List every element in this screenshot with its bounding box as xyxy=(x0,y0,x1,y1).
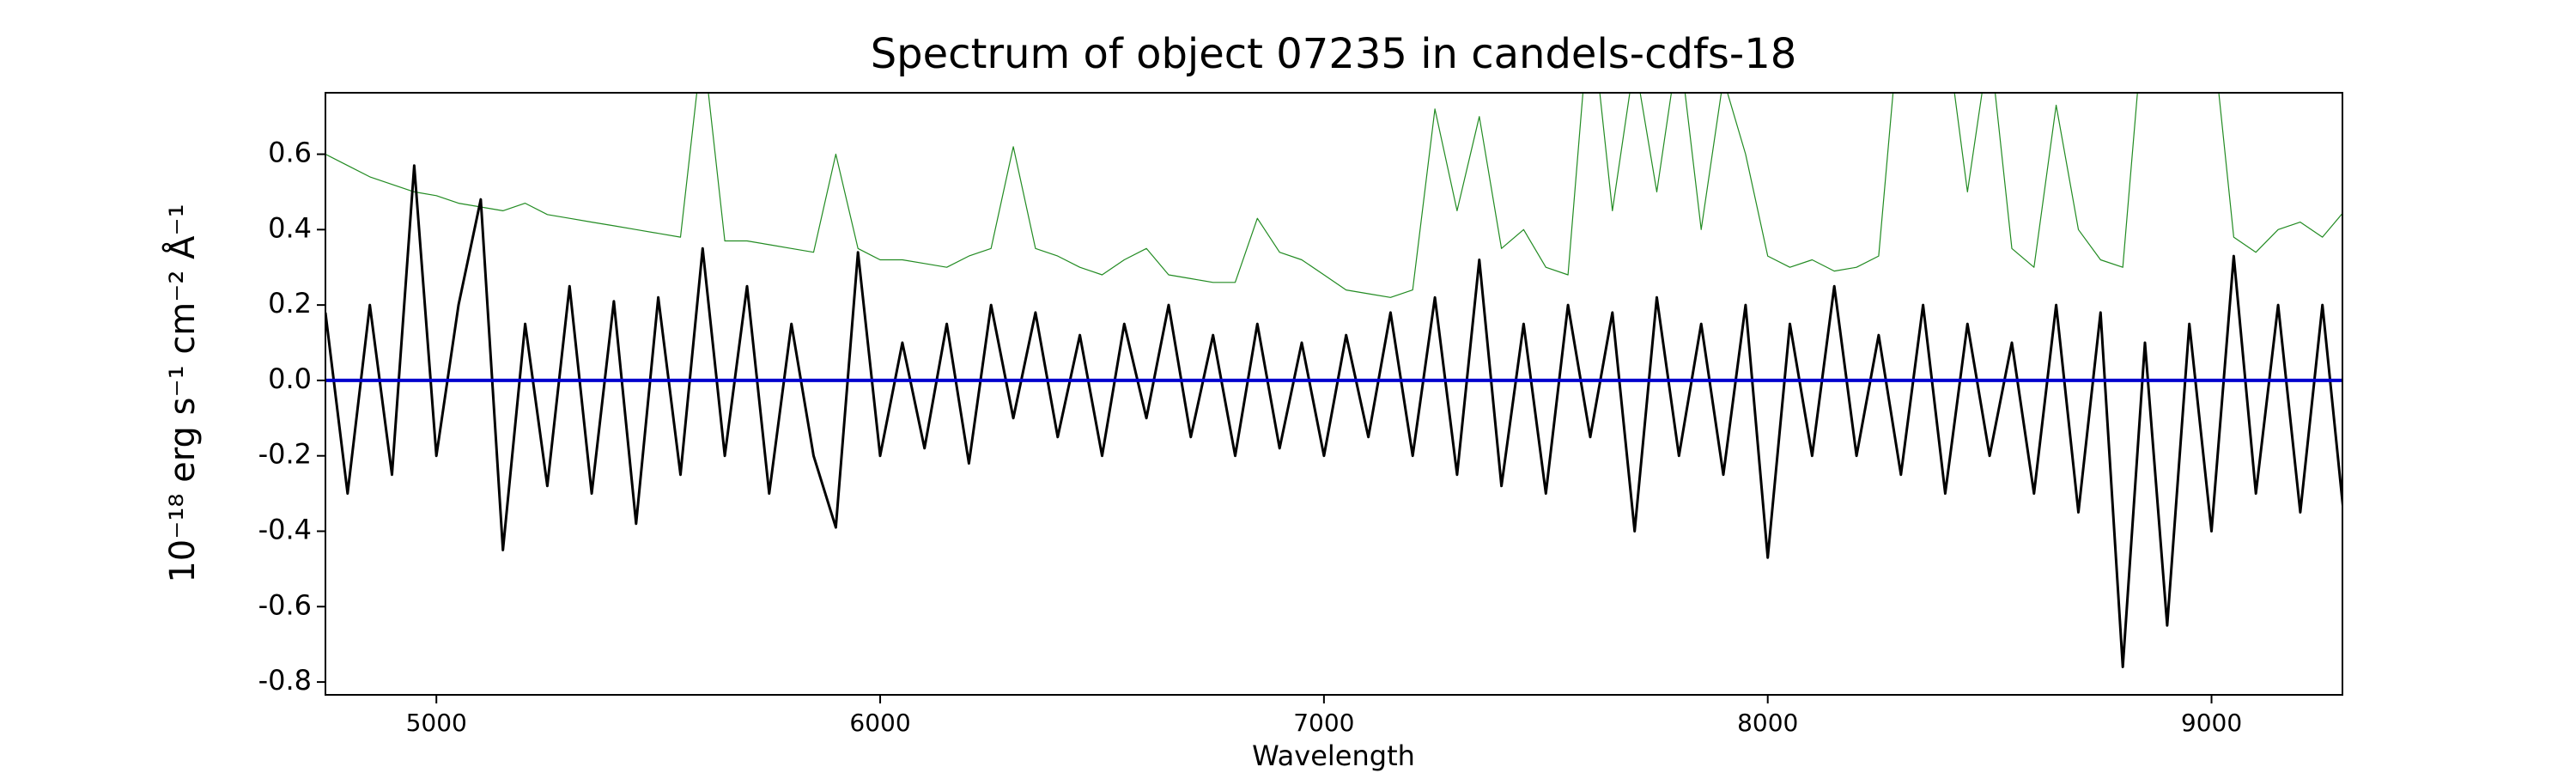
plot-frame xyxy=(325,92,2343,696)
x-tick-label: 5000 xyxy=(406,709,467,737)
y-tick-label: -0.4 xyxy=(258,513,312,545)
y-tick-label: -0.6 xyxy=(258,588,312,621)
x-tick-label: 6000 xyxy=(849,709,910,737)
y-tick-label: 0.0 xyxy=(268,362,312,395)
y-axis-label: 10⁻¹⁸ erg s⁻¹ cm⁻² Å⁻¹ xyxy=(161,204,203,582)
x-tick-label: 9000 xyxy=(2181,709,2242,737)
y-tick-label: -0.2 xyxy=(258,438,312,471)
x-axis-label: Wavelength xyxy=(1252,740,1415,772)
plot-area xyxy=(325,93,2342,668)
y-tick-label: 0.2 xyxy=(268,287,312,320)
x-tick-label: 8000 xyxy=(1737,709,1798,737)
spectrum-line xyxy=(325,93,2342,298)
chart-title: Spectrum of object 07235 in candels-cdfs… xyxy=(871,30,1797,78)
y-tick-label: 0.4 xyxy=(268,211,312,244)
spectrum-line xyxy=(325,164,2342,668)
y-tick-label: -0.8 xyxy=(258,664,312,697)
x-tick-label: 7000 xyxy=(1293,709,1354,737)
y-tick-label: 0.6 xyxy=(268,137,312,169)
